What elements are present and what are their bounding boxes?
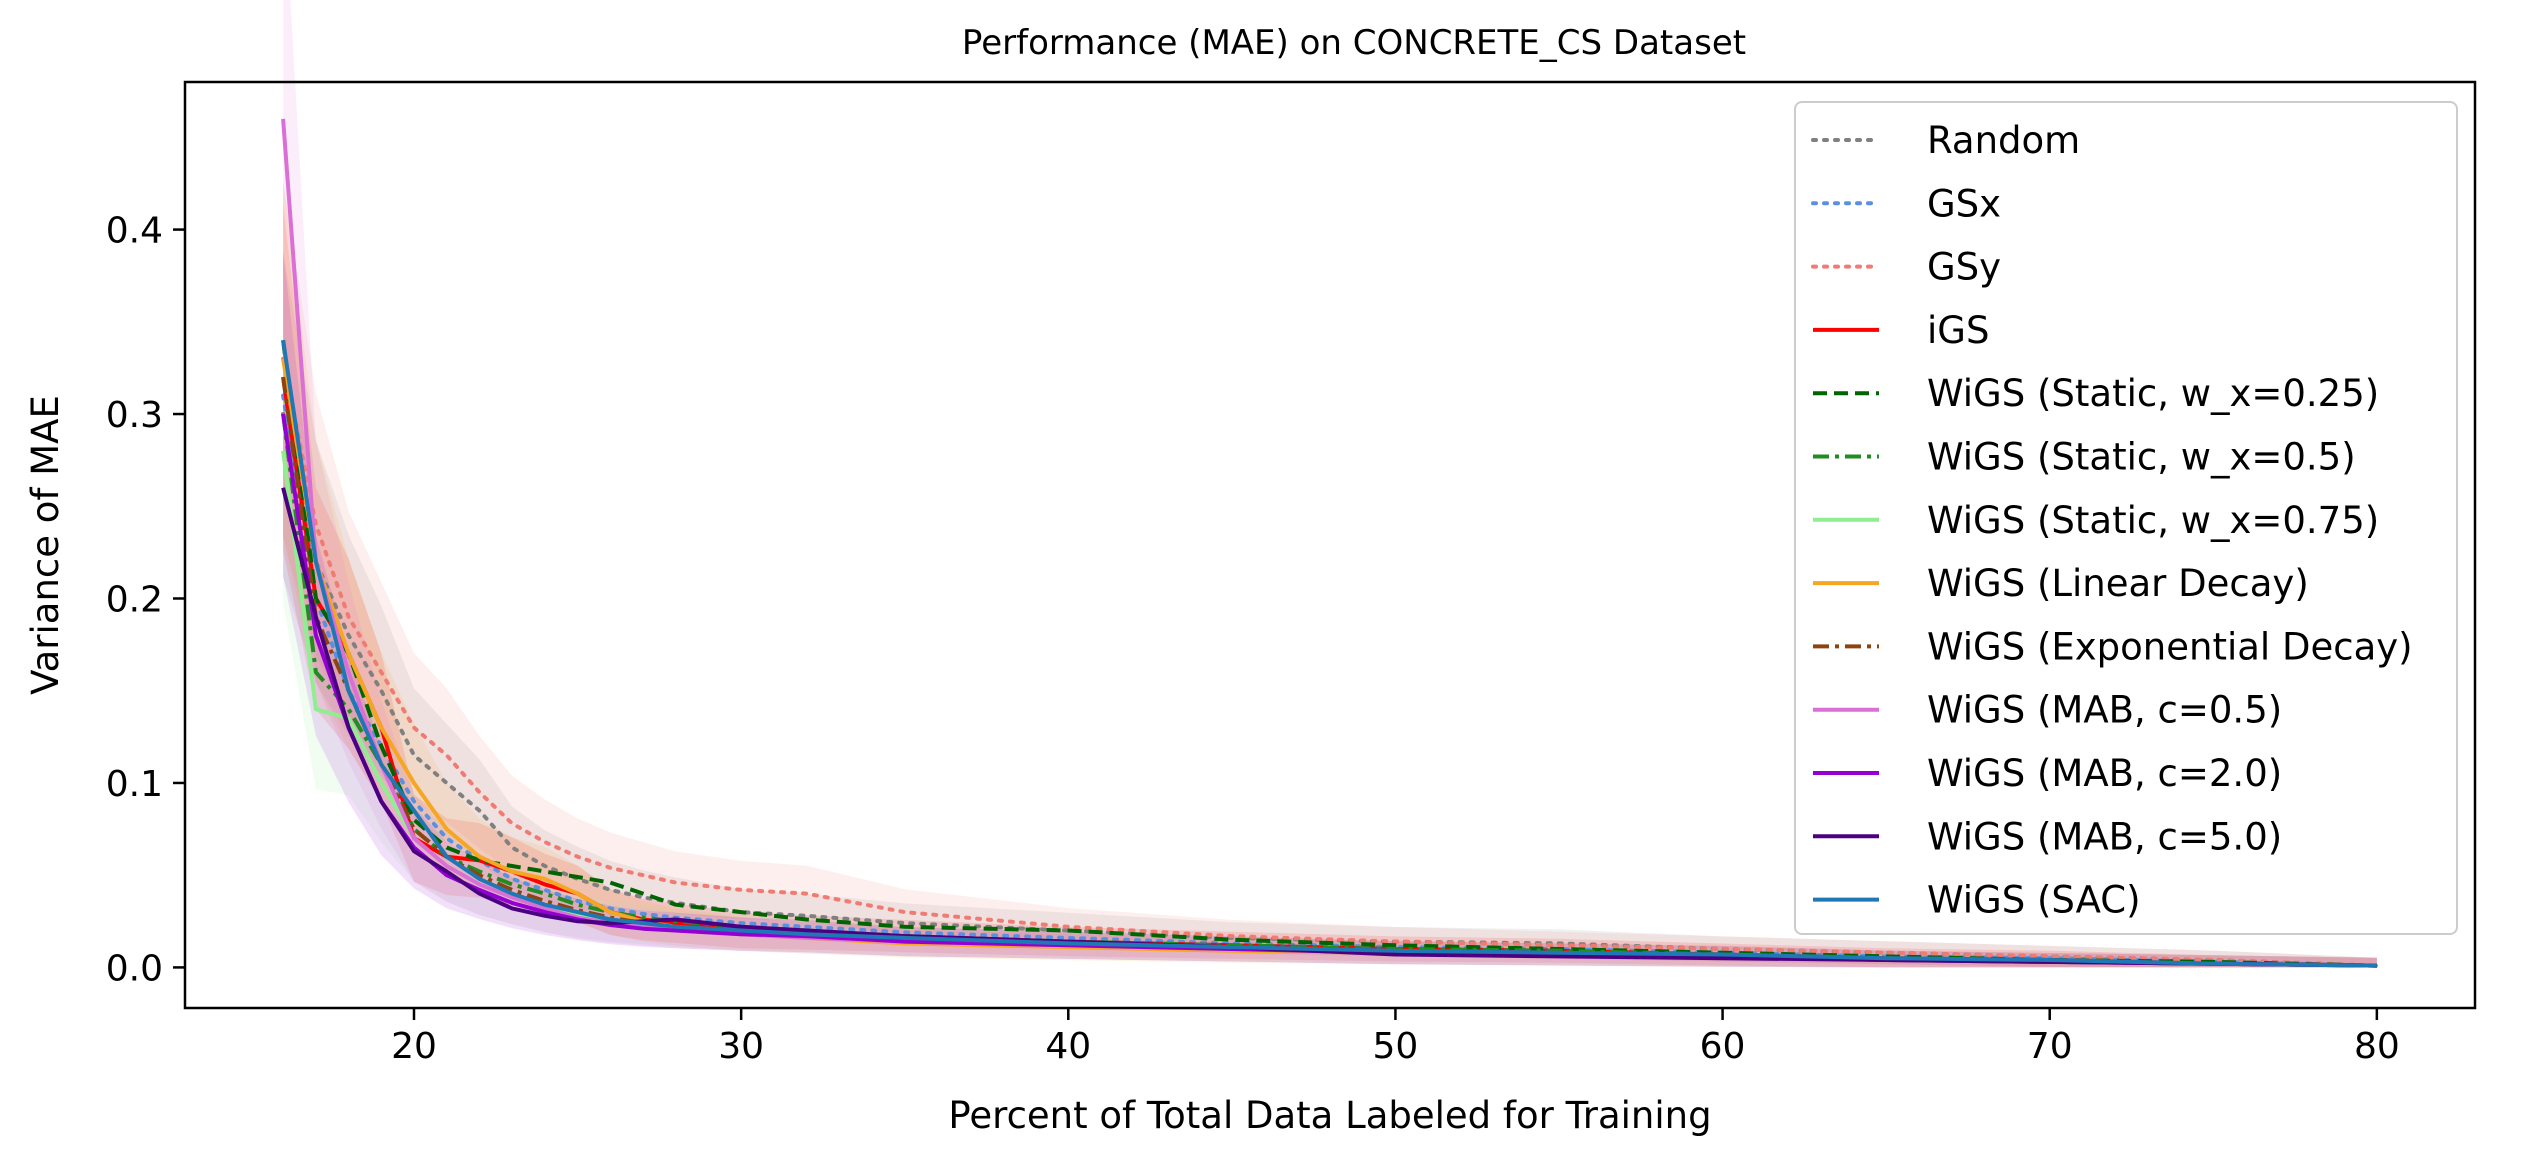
legend-label-5: WiGS (Static, w_x=0.5) [1927, 436, 2356, 479]
y-tick-label: 0.3 [106, 395, 163, 436]
series-line-11 [281, 487, 2377, 968]
y-axis: 0.0 0.1 0.2 0.3 0.4 [106, 211, 185, 989]
x-tick-label: 80 [2354, 1026, 2400, 1067]
y-tick-label: 0.0 [106, 948, 163, 989]
x-tick-label: 60 [1700, 1026, 1746, 1067]
legend-label-11: WiGS (MAB, c=5.0) [1927, 815, 2282, 858]
legend-label-1: GSx [1927, 182, 2001, 225]
legend: Random GSx GSy iGS WiGS (Static, w_x=0.25) Wi… [1794, 101, 2458, 935]
legend-label-6: WiGS (Static, w_x=0.75) [1927, 499, 2379, 542]
y-axis-label: Variance of MAE [24, 395, 67, 695]
plot-area [281, 0, 2379, 968]
x-tick-label: 40 [1045, 1026, 1091, 1067]
y-tick-label: 0.1 [106, 764, 163, 805]
x-tick-label: 70 [2027, 1026, 2073, 1067]
legend-label-8: WiGS (Exponential Decay) [1927, 625, 2413, 668]
legend-label-9: WiGS (MAB, c=0.5) [1927, 689, 2282, 732]
x-tick-label: 50 [1373, 1026, 1419, 1067]
x-axis: 20 30 40 50 60 70 80 [391, 1008, 2400, 1067]
series-line-12 [281, 339, 2377, 968]
x-axis-label: Percent of Total Data Labeled for Traini… [948, 1094, 1711, 1137]
y-tick-label: 0.2 [106, 579, 163, 620]
legend-label-12: WiGS (SAC) [1927, 879, 2141, 922]
y-tick-label: 0.4 [106, 211, 163, 252]
legend-label-3: iGS [1927, 309, 1989, 352]
legend-label-0: Random [1927, 119, 2080, 162]
x-tick-label: 20 [391, 1026, 437, 1067]
legend-label-7: WiGS (Linear Decay) [1927, 562, 2309, 605]
legend-label-10: WiGS (MAB, c=2.0) [1927, 752, 2282, 795]
plot-frame [183, 80, 2477, 1010]
series-band-9 [283, 0, 2377, 968]
legend-box [1794, 101, 2458, 935]
legend-label-2: GSy [1927, 246, 2001, 289]
series-line-2 [281, 356, 2379, 968]
x-tick-label: 30 [718, 1026, 764, 1067]
chart-title: Performance (MAE) on CONCRETE_CS Dataset [962, 23, 1746, 63]
legend-label-4: WiGS (Static, w_x=0.25) [1927, 372, 2379, 415]
